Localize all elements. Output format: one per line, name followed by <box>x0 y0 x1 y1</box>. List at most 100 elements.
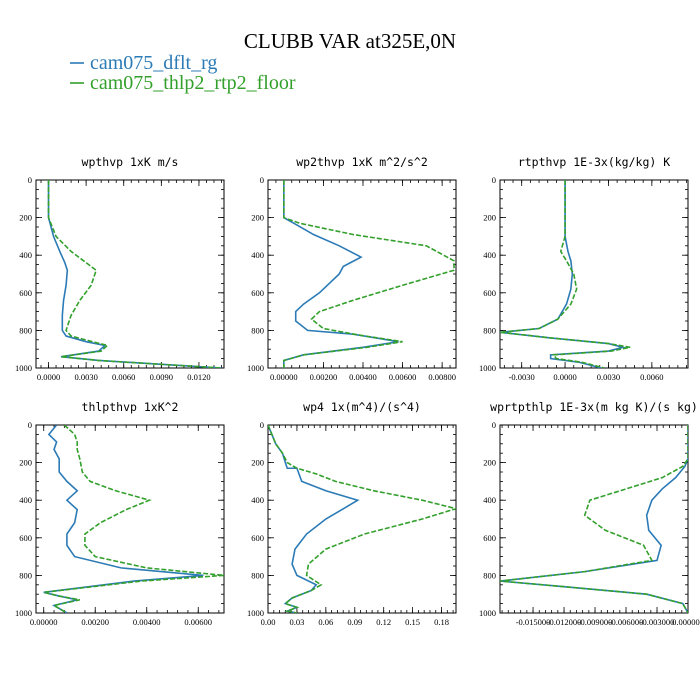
panel-3-xtick-label: 0.0000 <box>553 372 576 382</box>
panel-5-ytick-label: 400 <box>251 495 264 505</box>
panel-1-xtick-label: 0.0000 <box>37 372 60 382</box>
panel-4-title: thlpthvp 1xK^2 <box>82 400 179 414</box>
panel-6-xtick-label: -0.003000 <box>640 617 675 627</box>
legend-label-1: cam075_thlp2_rtp2_floor <box>90 72 296 94</box>
panel-5-ytick-label: 0 <box>260 420 264 430</box>
panel-6-xtick-label: -0.012000 <box>547 617 582 627</box>
panel-2-ytick-label: 600 <box>251 288 264 298</box>
panel-3-ytick-label: 400 <box>483 250 496 260</box>
panel-4-ytick-label: 400 <box>19 495 32 505</box>
panel-2-title: wp2thvp 1xK m^2/s^2 <box>296 155 428 169</box>
panel-1-series-1 <box>47 180 222 368</box>
panel-3-ytick-label: 0 <box>492 175 496 185</box>
panel-4-series-2 <box>43 425 224 613</box>
legend: cam075_dflt_rg cam075_thlp2_rtp2_floor <box>70 52 296 94</box>
panel-6-xtick-label: -0.006000 <box>609 617 644 627</box>
panel-5-series-1 <box>268 425 360 613</box>
panel-3-xtick-label: 0.0030 <box>597 372 620 382</box>
panel-5-xtick-label: 0.03 <box>289 617 304 627</box>
panel-4-ytick-label: 200 <box>19 458 32 468</box>
panel-5-ytick-label: 200 <box>251 458 264 468</box>
panel-2-xtick-label: 0.00200 <box>310 372 338 382</box>
panel-1-frame <box>35 179 225 369</box>
panel-5-xtick-label: 0.09 <box>347 617 362 627</box>
panel-3-series-2 <box>500 180 631 368</box>
panel-3-frame <box>499 179 689 369</box>
panel-5-xtick-label: 0.12 <box>376 617 391 627</box>
panel-1-ytick-label: 400 <box>19 250 32 260</box>
panel-3-ytick-label: 800 <box>483 325 496 335</box>
panel-6-ytick-label: 800 <box>483 570 496 580</box>
panel-3-ytick-label: 1000 <box>479 363 496 373</box>
panel-4-ytick-label: 600 <box>19 533 32 543</box>
panel-4-ytick-label: 1000 <box>15 608 32 618</box>
panel-2-series-2 <box>283 180 455 368</box>
legend-label-0: cam075_dflt_rg <box>90 52 217 74</box>
panel-5-title: wp4 1x(m^4)/(s^4) <box>303 400 421 414</box>
panel-1-ytick-label: 800 <box>19 325 32 335</box>
panel-1-ytick-label: 600 <box>19 288 32 298</box>
panel-4-series-1 <box>43 425 204 613</box>
panel-2-ytick-label: 200 <box>251 213 264 223</box>
panel-5-ytick-label: 1000 <box>247 608 264 618</box>
panel-4-frame <box>35 424 225 614</box>
panel-1-ytick-label: 1000 <box>15 363 32 373</box>
panel-6-title: wprtpthlp 1E-3x(m kg K)/(s kg) <box>490 400 698 414</box>
panel-1-ytick-label: 200 <box>19 213 32 223</box>
panel-2-frame <box>267 179 457 369</box>
panel-4-xtick-label: 0.00200 <box>81 617 109 627</box>
panel-1-xtick-label: 0.0060 <box>112 372 135 382</box>
panel-5-xtick-label: 0.06 <box>318 617 333 627</box>
panel-1: wpthvp 1xK m/s 0 200 400 600 800 1000 0.0000 0.0… <box>15 155 225 382</box>
panel-1-series-2 <box>47 180 222 368</box>
panel-2-series-1 <box>283 180 399 368</box>
panel-2-xtick-label: 0.00400 <box>349 372 377 382</box>
panel-6-xtick-label: -0.009000 <box>578 617 613 627</box>
panel-4-ytick-label: 0 <box>28 420 32 430</box>
panel-5-series-2 <box>268 425 456 613</box>
panel-2-ytick-label: 1000 <box>247 363 264 373</box>
panel-6-xtick-label: -0.015000 <box>516 617 551 627</box>
panel-2: wp2thvp 1xK m^2/s^2 0 200 400 600 800 1000 0.00… <box>247 155 457 382</box>
panel-6-series-1 <box>500 425 688 613</box>
panel-5-xtick-label: 0.00 <box>261 617 276 627</box>
panel-6-ytick-label: 400 <box>483 495 496 505</box>
panel-1-ytick-label: 0 <box>28 175 32 185</box>
panel-5-ytick-label: 600 <box>251 533 264 543</box>
panel-4-xtick-label: 0.00600 <box>184 617 212 627</box>
panel-3-title: rtpthvp 1E-3x(kg/kg) K <box>518 155 670 169</box>
panel-4-xtick-label: 0.00400 <box>133 617 161 627</box>
panel-1-xtick-label: 0.0090 <box>150 372 173 382</box>
panel-5-ytick-label: 800 <box>251 570 264 580</box>
panel-3-ytick-label: 600 <box>483 288 496 298</box>
figure-title: CLUBB VAR at325E,0N <box>244 29 456 53</box>
panel-1-xtick-label: 0.0030 <box>74 372 97 382</box>
panel-2-ytick-label: 400 <box>251 250 264 260</box>
panel-2-ytick-label: 0 <box>260 175 264 185</box>
panel-3: rtpthvp 1E-3x(kg/kg) K 0 200 400 600 800 1000 -… <box>479 155 689 382</box>
panel-6: wprtpthlp 1E-3x(m kg K)/(s kg) 0 200 400 600… <box>479 400 700 627</box>
panel-6-frame <box>499 424 689 614</box>
panel-2-xtick-label: 0.00800 <box>428 372 456 382</box>
panel-5-xtick-label: 0.15 <box>405 617 420 627</box>
panel-6-ytick-label: 600 <box>483 533 496 543</box>
panel-6-ytick-label: 1000 <box>479 608 496 618</box>
panel-4-ytick-label: 800 <box>19 570 32 580</box>
panel-5-frame <box>267 424 457 614</box>
panel-4-xtick-label: 0.00000 <box>30 617 58 627</box>
panel-2-xtick-label: 0.00600 <box>389 372 417 382</box>
panel-6-ytick-label: 0 <box>492 420 496 430</box>
panel-2-ytick-label: 800 <box>251 325 264 335</box>
panel-6-series-2 <box>500 425 688 613</box>
panel-3-series-1 <box>500 180 627 368</box>
panel-3-xtick-label: -0.0030 <box>509 372 535 382</box>
panel-1-title: wpthvp 1xK m/s <box>82 155 179 169</box>
panel-3-xtick-label: 0.0060 <box>640 372 663 382</box>
panel-6-ytick-label: 200 <box>483 458 496 468</box>
panel-2-xtick-label: 0.00000 <box>270 372 298 382</box>
